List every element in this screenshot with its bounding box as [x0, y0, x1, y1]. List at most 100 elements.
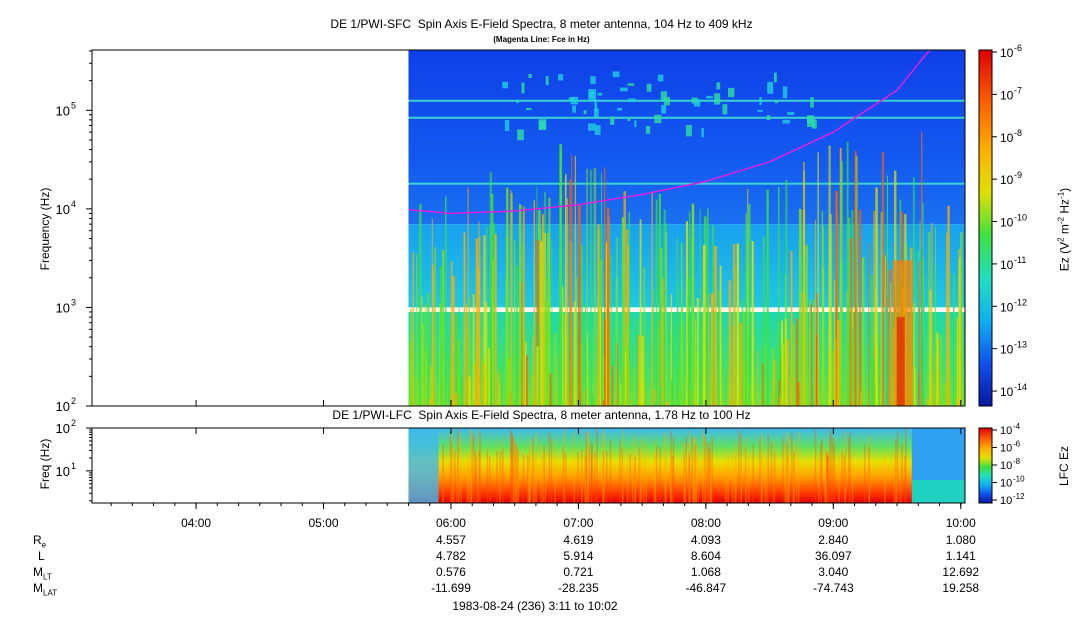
sfc-colorbar — [978, 49, 993, 407]
sfc-patch — [701, 128, 704, 138]
sfc-emission — [641, 336, 644, 406]
lfc-streak — [710, 452, 712, 503]
lfc-streak — [786, 431, 789, 503]
sfc-cbar-tick-exp: -6 — [1014, 43, 1022, 53]
lfc-streak — [596, 428, 598, 503]
sfc-patch — [787, 111, 795, 115]
sfc-patch — [610, 116, 615, 125]
sfc-cbar-tick-label: 10 — [1000, 88, 1014, 102]
sfc-emission — [484, 302, 488, 406]
sfc-patch — [558, 74, 564, 81]
lfc-streak — [621, 447, 624, 503]
sfc-emission — [745, 213, 747, 406]
lfc-streak — [543, 444, 545, 503]
sfc-emission — [518, 204, 522, 406]
lfc-streak — [670, 430, 672, 503]
sfc-emission — [474, 366, 477, 406]
lfc-quiet-end-low — [911, 480, 965, 503]
sfc-emission — [886, 175, 888, 406]
lfc-streak — [826, 454, 828, 503]
sfc-emission — [694, 318, 696, 406]
sfc-emission — [840, 262, 843, 406]
sfc-patch — [627, 83, 635, 86]
ephemeris-value: -11.699 — [431, 581, 471, 595]
lfc-streak — [689, 430, 691, 503]
sfc-patch — [657, 74, 664, 82]
lfc-streak — [442, 453, 444, 503]
sfc-patch — [759, 97, 762, 106]
lfc-streak — [818, 457, 820, 503]
sfc-emission — [600, 172, 603, 406]
sfc-patch — [661, 105, 667, 114]
lfc-streak — [735, 442, 737, 503]
sfc-patch — [593, 108, 599, 118]
sfc-emission — [884, 306, 887, 406]
sfc-emission — [606, 207, 610, 406]
sfc-emission — [914, 252, 916, 406]
lfc-streak — [535, 432, 538, 503]
lfc-streak — [670, 449, 673, 503]
sfc-emission — [662, 278, 664, 406]
sfc-emission — [862, 376, 865, 406]
lfc-streak — [795, 445, 798, 503]
lfc-streak — [472, 435, 475, 503]
lfc-streak — [784, 444, 786, 503]
ephemeris-value: 8.604 — [690, 549, 721, 563]
sfc-emission — [751, 240, 754, 406]
sfc-emission — [748, 332, 750, 406]
lfc-streak — [442, 444, 444, 503]
lfc-streak — [710, 453, 712, 503]
lfc-ytick-exp: 1 — [71, 461, 76, 471]
sfc-emission — [873, 210, 876, 406]
sfc-emission — [718, 289, 720, 406]
lfc-streak — [659, 445, 661, 503]
lfc-cbar-tick-label: 10 — [1000, 478, 1012, 490]
sfc-emission — [629, 360, 631, 406]
lfc-streak — [548, 431, 550, 503]
lfc-streak — [826, 451, 828, 503]
ephemeris-value: 1.080 — [945, 533, 976, 547]
lfc-streak — [634, 434, 636, 503]
sfc-emission — [591, 394, 595, 406]
sfc-emission — [566, 198, 568, 406]
sfc-emission — [455, 314, 458, 406]
sfc-emission — [688, 211, 691, 406]
sfc-emission — [672, 312, 674, 406]
lfc-streak — [639, 439, 641, 503]
sfc-emission — [748, 204, 751, 406]
sfc-emission — [771, 348, 774, 406]
sfc-emission — [448, 358, 451, 406]
lfc-streak — [901, 443, 903, 503]
sfc-emission — [538, 322, 540, 406]
sfc-emission — [452, 275, 455, 406]
lfc-streak — [792, 439, 795, 503]
sfc-emission — [854, 150, 857, 406]
sfc-ytick-label: 10 — [56, 103, 70, 118]
sfc-emission — [651, 192, 653, 406]
sfc-emission — [717, 401, 719, 406]
xtick-label: 07:00 — [563, 516, 593, 530]
lfc-band — [408, 428, 965, 503]
sfc-cbar-tick-exp: -10 — [1014, 213, 1027, 223]
sfc-patch — [645, 125, 651, 134]
sfc-emission — [618, 370, 621, 406]
lfc-streak — [704, 435, 706, 503]
lfc-streak — [515, 445, 518, 503]
lfc-streak — [747, 451, 750, 503]
lfc-streak — [904, 456, 906, 503]
xtick-label: 04:00 — [181, 516, 211, 530]
sfc-emission — [739, 322, 743, 406]
lfc-streak — [460, 438, 462, 503]
lfc-streak — [584, 454, 587, 503]
sfc-emission — [934, 226, 937, 406]
lfc-streak — [573, 431, 575, 503]
lfc-streak — [513, 438, 515, 503]
sfc-emission — [670, 379, 674, 406]
sfc-emission — [478, 267, 480, 406]
sfc-emission — [481, 358, 484, 406]
sfc-emission — [849, 238, 853, 406]
lfc-streak — [684, 443, 686, 503]
sfc-patch — [773, 72, 777, 83]
lfc-streak — [752, 444, 754, 503]
